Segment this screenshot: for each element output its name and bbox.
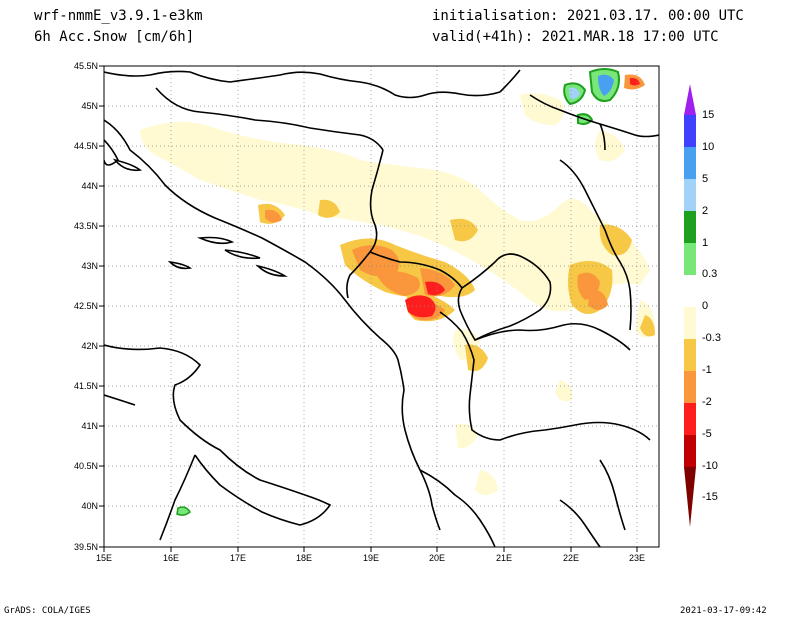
footer-credit: GrADS: COLA/IGES [4,606,91,616]
colorbar-segment [684,147,696,179]
lat-label: 42N [81,341,98,351]
lon-labels: 15E 16E 17E 18E 19E 20E 21E 22E 23E [96,553,645,563]
colorbar-segment [684,371,696,403]
lat-label: 41N [81,421,98,431]
colorbar-label: -2 [702,396,712,408]
valid-time: valid(+41h): 2021.MAR.18 17:00 UTC [432,29,719,45]
colorbar-segment [684,435,696,467]
lon-label: 21E [496,553,512,563]
lon-label: 23E [629,553,645,563]
lat-label: 44.5N [74,141,98,151]
colorbar-segment [684,275,696,307]
colorbar-label: 5 [702,173,709,185]
colorbar-label: 0 [702,300,709,312]
init-time: initialisation: 2021.03.17. 00:00 UTC [432,8,744,24]
colorbar-label: 15 [702,109,715,121]
colorbar-label: 10 [702,141,715,153]
model-title: wrf-nmmE_v3.9.1-e3km [34,8,203,24]
footer-timestamp: 2021-03-17-09:42 [680,606,767,616]
x-ticks [103,547,638,552]
colorbar-segment [684,243,696,275]
colorbar-label: -10 [702,460,718,472]
snowfall-field [140,68,655,516]
lat-label: 42.5N [74,301,98,311]
coastlines-and-borders [104,69,659,547]
lon-label: 18E [296,553,312,563]
colorbar-segment [684,403,696,435]
colorbar-segment [684,339,696,371]
colorbar-segment [684,211,696,243]
lat-label: 43.5N [74,221,98,231]
colorbar-segment [684,115,696,147]
lat-label: 40.5N [74,461,98,471]
lat-label: 44N [81,181,98,191]
lat-label: 45.5N [74,61,98,71]
lat-label: 43N [81,261,98,271]
lat-label: 41.5N [74,381,98,391]
colorbar-segment [684,179,696,211]
colorbar-label: 2 [702,205,709,217]
colorbar-label: -0.3 [702,332,721,344]
variable-title: 6h Acc.Snow [cm/6h] [34,29,195,45]
colorbar-arrow-bottom [684,467,696,527]
colorbar-label: -5 [702,428,712,440]
colorbar-label: -15 [702,491,718,503]
colorbar-label: 1 [702,237,709,249]
colorbar-arrow-top [684,84,696,115]
lat-label: 45N [81,101,98,111]
lat-labels: 45.5N 45N 44.5N 44N 43.5N 43N 42.5N 42N … [74,61,98,552]
y-ticks [99,65,104,548]
graticule [104,66,659,547]
colorbar [684,84,696,527]
lon-label: 19E [363,553,379,563]
lat-label: 39.5N [74,542,98,552]
colorbar-label: -1 [702,364,712,376]
lon-label: 15E [96,553,112,563]
colorbar-label: 0.3 [702,268,718,280]
lat-label: 40N [81,501,98,511]
lon-label: 22E [563,553,579,563]
lon-label: 20E [429,553,445,563]
lon-label: 16E [163,553,179,563]
lon-label: 17E [230,553,246,563]
colorbar-segment [684,307,696,339]
